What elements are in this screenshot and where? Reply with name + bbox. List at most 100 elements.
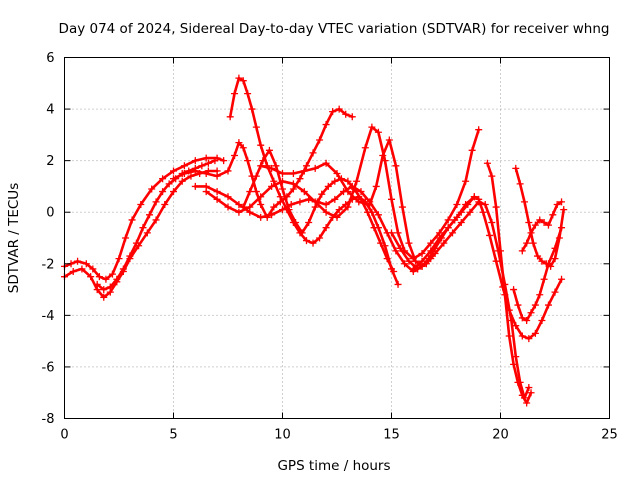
data-point (316, 136, 324, 144)
series-line (63, 169, 219, 299)
data-point (191, 167, 199, 175)
data-point (292, 219, 300, 227)
data-point (276, 198, 284, 206)
data-point (475, 126, 483, 134)
data-point (342, 110, 350, 118)
data-point (544, 221, 552, 229)
data-point (514, 301, 522, 309)
data-point (377, 239, 385, 247)
y-axis-label: SDTVAR / TECUs (6, 183, 22, 293)
data-point (422, 260, 430, 268)
data-point (318, 190, 326, 198)
data-point (453, 200, 461, 208)
data-point (525, 219, 533, 227)
data-point (350, 185, 358, 193)
data-point (518, 332, 526, 340)
data-point (529, 239, 537, 247)
data-point (268, 211, 276, 219)
x-tick-label: 25 (601, 428, 618, 443)
data-point (239, 77, 247, 85)
x-tick-label: 0 (60, 428, 68, 443)
data-point (322, 159, 330, 167)
data-point (128, 216, 136, 224)
data-point (279, 206, 286, 214)
data-point (368, 123, 376, 131)
series-line (63, 156, 225, 281)
data-point (309, 149, 317, 157)
data-point (213, 172, 221, 180)
series-line (411, 195, 563, 340)
data-point (542, 260, 550, 268)
data-point (298, 229, 306, 237)
data-point (202, 188, 210, 196)
data-point (69, 268, 77, 276)
data-point (536, 216, 544, 224)
data-point (468, 146, 476, 154)
data-point (540, 275, 548, 283)
data-point (516, 180, 524, 188)
axis-ticks (64, 57, 610, 419)
data-point (335, 105, 343, 113)
data-point (488, 172, 496, 180)
y-tick-label: -4 (42, 309, 55, 324)
chart-title: Day 074 of 2024, Sidereal Day-to-day VTE… (59, 21, 610, 37)
data-point (510, 286, 518, 294)
data-point (285, 206, 293, 214)
data-point (427, 247, 435, 255)
data-point (146, 211, 154, 219)
data-point (462, 177, 470, 185)
data-point (170, 188, 177, 196)
data-point (388, 229, 395, 237)
data-point (270, 203, 278, 211)
y-tick-label: -8 (42, 412, 55, 427)
y-tick-label: 2 (46, 154, 54, 169)
data-point (78, 265, 86, 273)
data-point (527, 389, 535, 397)
data-point (148, 185, 156, 193)
series-sat-g (202, 123, 483, 263)
data-point (374, 128, 382, 136)
data-point (531, 221, 539, 229)
data-point (518, 247, 526, 255)
data-point (538, 317, 546, 325)
data-point (289, 170, 297, 178)
data-point (204, 159, 212, 167)
data-point (202, 170, 210, 178)
data-point (137, 200, 145, 208)
data-point (520, 198, 528, 206)
data-point (492, 257, 500, 265)
data-point (544, 301, 552, 309)
data-point (357, 188, 365, 196)
data-point (453, 213, 461, 221)
data-point (211, 157, 219, 165)
y-tick-label: 0 (46, 206, 54, 221)
data-point (322, 208, 330, 216)
data-point (518, 391, 526, 399)
data-point (311, 203, 319, 211)
data-point (231, 151, 239, 159)
data-point (268, 182, 276, 190)
data-point (431, 249, 439, 257)
data-point (180, 170, 188, 178)
data-point (525, 384, 533, 392)
data-point (481, 200, 489, 208)
data-point (361, 144, 369, 152)
data-point (366, 200, 374, 208)
data-point (270, 177, 278, 185)
data-point (122, 234, 130, 242)
data-point (246, 188, 254, 196)
data-point (180, 162, 188, 170)
data-point (87, 273, 95, 281)
data-point (248, 105, 256, 113)
data-point (534, 252, 542, 260)
data-point (337, 175, 345, 183)
data-point (483, 159, 491, 167)
data-point (435, 234, 443, 242)
data-point (231, 90, 239, 98)
data-point (444, 216, 452, 224)
data-point (388, 195, 395, 203)
data-point (523, 399, 531, 407)
data-point (331, 195, 339, 203)
data-point (372, 182, 380, 190)
series-sat-i (239, 146, 398, 276)
